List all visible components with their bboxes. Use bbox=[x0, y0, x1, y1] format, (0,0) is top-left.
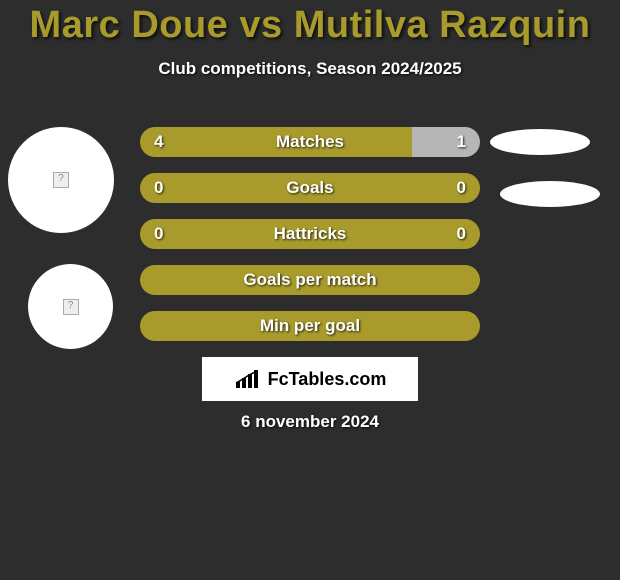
date-text: 6 november 2024 bbox=[0, 412, 620, 432]
stat-row: 00Hattricks bbox=[140, 219, 480, 249]
page-subtitle: Club competitions, Season 2024/2025 bbox=[0, 59, 620, 79]
watermark-bars-icon bbox=[234, 368, 262, 390]
player-avatar bbox=[28, 264, 113, 349]
stat-row: 00Goals bbox=[140, 173, 480, 203]
stat-label: Min per goal bbox=[140, 311, 480, 341]
stat-row: 41Matches bbox=[140, 127, 480, 157]
placeholder-icon bbox=[63, 299, 79, 315]
comparison-infographic: Marc Doue vs Mutilva Razquin Club compet… bbox=[0, 4, 620, 580]
stat-row: Min per goal bbox=[140, 311, 480, 341]
stat-label: Goals bbox=[140, 173, 480, 203]
right-oval bbox=[500, 181, 600, 207]
placeholder-icon bbox=[53, 172, 69, 188]
stat-label: Hattricks bbox=[140, 219, 480, 249]
page-title: Marc Doue vs Mutilva Razquin bbox=[0, 4, 620, 47]
watermark-text: FcTables.com bbox=[268, 369, 387, 390]
stat-rows: 41Matches 00Goals 00Hattricks Goals per mat… bbox=[140, 127, 480, 357]
stat-row: Goals per match bbox=[140, 265, 480, 295]
watermark: FcTables.com bbox=[202, 357, 418, 401]
right-oval bbox=[490, 129, 590, 155]
stat-label: Goals per match bbox=[140, 265, 480, 295]
stat-label: Matches bbox=[140, 127, 480, 157]
player-avatar bbox=[8, 127, 114, 233]
